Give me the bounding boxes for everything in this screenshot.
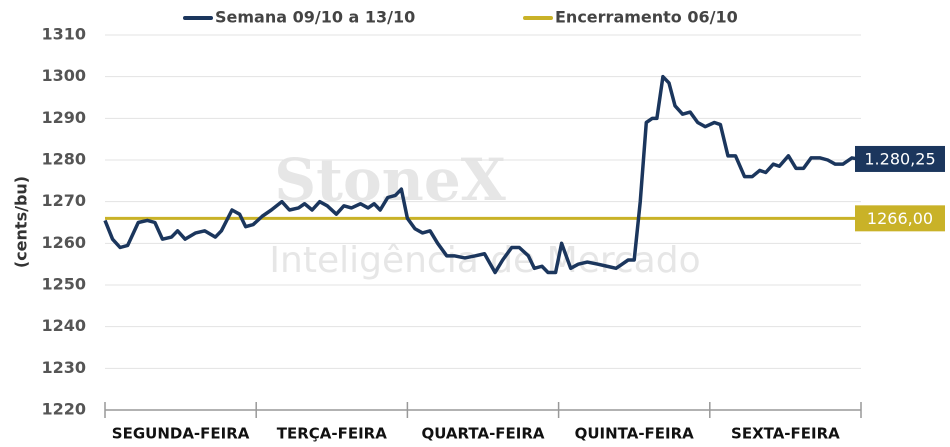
y-tick-label: 1230 — [41, 358, 86, 377]
y-tick-label: 1240 — [41, 316, 86, 335]
value-label: 1.280,25 — [864, 149, 935, 168]
x-category-label: SEGUNDA-FEIRA — [112, 425, 250, 443]
legend-label: Semana 09/10 a 13/10 — [215, 8, 415, 27]
x-category-label: TERÇA-FEIRA — [277, 425, 387, 443]
value-label-box — [855, 205, 945, 232]
y-tick-label: 1290 — [41, 108, 86, 127]
y-axis-label: (cents/bu) — [12, 176, 31, 268]
y-tick-label: 1280 — [41, 150, 86, 169]
value-label-box — [855, 145, 945, 172]
y-tick-label: 1250 — [41, 275, 86, 294]
watermark-logo: StoneX — [274, 146, 505, 214]
y-tick-label: 1300 — [41, 66, 86, 85]
y-tick-label: 1270 — [41, 191, 86, 210]
x-category-label: SEXTA-FEIRA — [731, 425, 840, 443]
legend-label: Encerramento 06/10 — [555, 8, 738, 27]
y-tick-label: 1260 — [41, 233, 86, 252]
y-tick-label: 1310 — [41, 25, 86, 44]
x-category-label: QUINTA-FEIRA — [575, 425, 695, 443]
series-line — [103, 74, 859, 275]
value-label: 1266,00 — [867, 209, 933, 228]
y-tick-label: 1220 — [41, 400, 86, 419]
x-category-label: QUARTA-FEIRA — [421, 425, 544, 443]
